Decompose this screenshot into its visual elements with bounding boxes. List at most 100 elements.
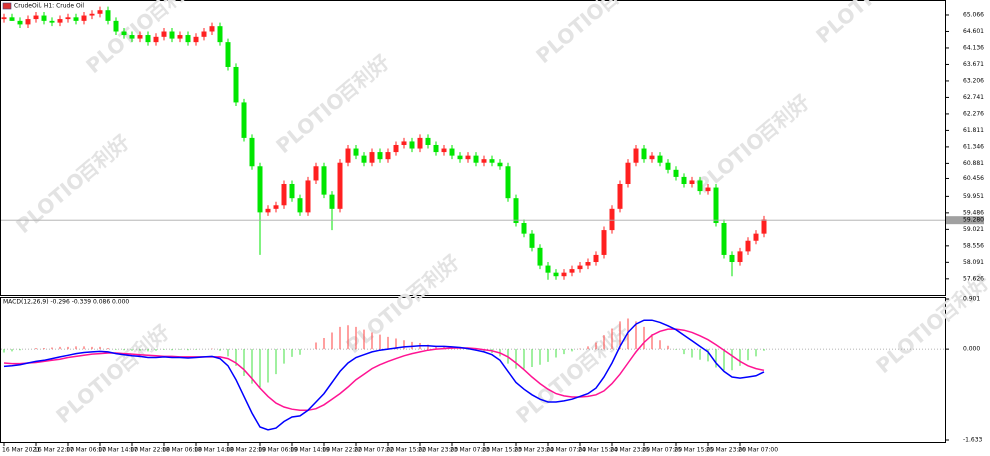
x-tick-label: 17 Mar 06:00 bbox=[66, 447, 106, 454]
y-tick-label: 61.346 bbox=[963, 143, 984, 150]
watermark-name: 百利好 bbox=[113, 320, 174, 377]
y-tick-label: 65.066 bbox=[963, 11, 984, 18]
x-tick-label: 25 Mar 07:00 bbox=[642, 447, 682, 454]
candle-body bbox=[761, 219, 767, 234]
candle-body bbox=[345, 148, 351, 163]
x-tick-label: 17 Mar 14:00 bbox=[98, 447, 138, 454]
x-tick-label: 23 Mar 23:00 bbox=[514, 447, 554, 454]
candle-body bbox=[721, 223, 727, 255]
candle-body bbox=[73, 17, 79, 21]
candle-body bbox=[385, 152, 391, 160]
candle-body bbox=[273, 205, 279, 209]
candle-body bbox=[225, 42, 231, 67]
watermark-brand: PLOTIO bbox=[691, 127, 769, 198]
candle-body bbox=[361, 155, 367, 163]
candle-body bbox=[289, 183, 295, 199]
candle-body bbox=[65, 17, 71, 20]
x-tick-label: 24 Mar 23:00 bbox=[610, 447, 650, 454]
candle-body bbox=[713, 187, 719, 224]
candle-body bbox=[329, 194, 335, 209]
candle-body bbox=[457, 155, 463, 160]
candle-body bbox=[305, 180, 311, 213]
candle-body bbox=[353, 148, 359, 156]
candle-body bbox=[25, 19, 31, 25]
y-tick-label: 58.091 bbox=[963, 259, 984, 266]
candle-body bbox=[281, 183, 287, 206]
candle-body bbox=[553, 272, 559, 277]
x-tick-label: 22 Mar 07:00 bbox=[354, 447, 394, 454]
watermark-name: 百利好 bbox=[333, 50, 394, 107]
candle-body bbox=[241, 102, 247, 138]
candle-body bbox=[689, 180, 695, 184]
candle-body bbox=[753, 233, 759, 241]
macd-panel-frame bbox=[0, 297, 946, 443]
candle-body bbox=[545, 265, 551, 273]
y-tick-label: 60.881 bbox=[963, 160, 984, 167]
candle-body bbox=[633, 148, 639, 163]
candle-body bbox=[297, 198, 303, 213]
watermark-brand: PLOTIO bbox=[271, 87, 349, 158]
candle-body bbox=[33, 15, 39, 20]
x-tick-label: 26 Mar 07:00 bbox=[738, 447, 778, 454]
x-tick-label: 23 Mar 15:00 bbox=[482, 447, 522, 454]
watermark-brand: PLOTIO bbox=[531, 0, 609, 68]
candle-body bbox=[433, 144, 439, 153]
candle-body bbox=[369, 152, 375, 163]
watermark-name: 百利好 bbox=[403, 250, 464, 307]
x-tick-label: 22 Mar 15:00 bbox=[386, 447, 426, 454]
x-tick-label: 19 Mar 14:00 bbox=[290, 447, 330, 454]
candle-body bbox=[729, 254, 735, 263]
x-tick-label: 17 Mar 22:00 bbox=[130, 447, 170, 454]
y-tick-label: 63.671 bbox=[963, 61, 984, 68]
y-tick-label: 57.626 bbox=[963, 275, 984, 282]
candle-body bbox=[257, 166, 263, 213]
x-tick-label: 25 Mar 23:00 bbox=[706, 447, 746, 454]
y-tick-label: 62.741 bbox=[963, 94, 984, 101]
x-tick-label: 18 Mar 06:00 bbox=[162, 447, 202, 454]
candle-body bbox=[425, 137, 431, 145]
candle-body bbox=[625, 162, 631, 184]
y-tick-label: 59.951 bbox=[963, 193, 984, 200]
candle-body bbox=[537, 247, 543, 266]
y-tick-label: 0.901 bbox=[963, 296, 980, 303]
watermark-brand: PLOTIO bbox=[871, 307, 949, 378]
watermark-brand: PLOTIO bbox=[11, 167, 89, 238]
x-tick-label: 16 Mar 22:00 bbox=[34, 447, 74, 454]
y-tick-label: 59.021 bbox=[963, 226, 984, 233]
x-tick-label: 25 Mar 15:00 bbox=[674, 447, 714, 454]
watermark-name: 百利好 bbox=[73, 130, 134, 187]
watermark-name: 百利好 bbox=[753, 90, 814, 147]
x-tick-label: 24 Mar 07:00 bbox=[546, 447, 586, 454]
candle-body bbox=[673, 169, 679, 177]
y-tick-label: 62.276 bbox=[963, 110, 984, 117]
watermark-brand: PLOTIO bbox=[811, 0, 889, 48]
y-tick-label: 58.556 bbox=[963, 242, 984, 249]
candle-body bbox=[745, 240, 751, 252]
y-tick-label: 63.206 bbox=[963, 77, 984, 84]
candle-body bbox=[209, 26, 215, 32]
candle-body bbox=[81, 15, 87, 21]
candle-body bbox=[321, 166, 327, 195]
candle-body bbox=[449, 148, 455, 156]
candle-body bbox=[529, 233, 535, 248]
y-tick-label: 64.601 bbox=[963, 28, 984, 35]
macd-line bbox=[3, 319, 765, 431]
chart-title: CrudeOil, H1: Crude Oil bbox=[14, 3, 84, 10]
watermark-brand: PLOTIO bbox=[51, 357, 129, 428]
candle-body bbox=[561, 272, 567, 277]
candle-body bbox=[593, 254, 599, 263]
candle-body bbox=[465, 155, 471, 160]
candle-body bbox=[657, 155, 663, 163]
candle-body bbox=[505, 166, 511, 199]
x-tick-label: 23 Mar 07:00 bbox=[450, 447, 490, 454]
price-label: 59.280 bbox=[963, 217, 984, 224]
candle-body bbox=[169, 31, 175, 39]
candle-body bbox=[161, 31, 167, 37]
y-tick-label: 0.000 bbox=[963, 346, 980, 353]
candle-body bbox=[705, 187, 711, 192]
candle-body bbox=[217, 26, 223, 43]
